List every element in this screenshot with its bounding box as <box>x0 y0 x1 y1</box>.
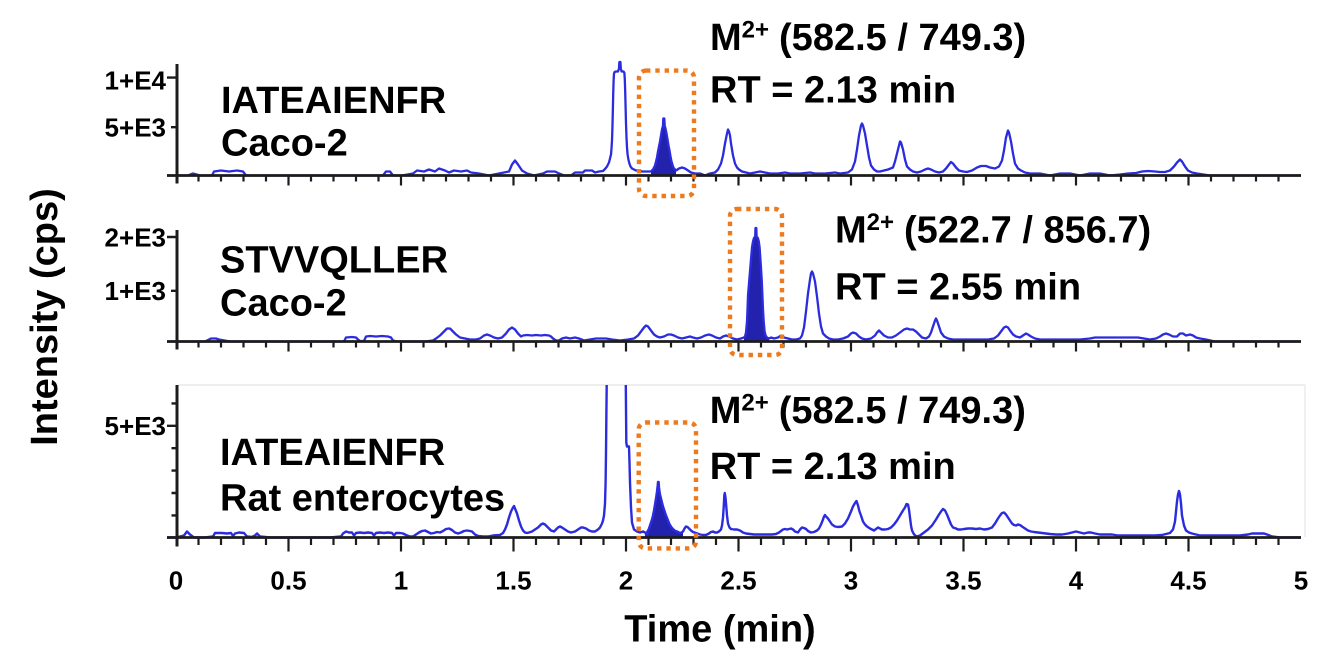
svg-text:5: 5 <box>1294 566 1308 596</box>
svg-text:0: 0 <box>169 566 183 596</box>
svg-text:RT = 2.13 min: RT = 2.13 min <box>710 446 956 488</box>
svg-text:RT = 2.55 min: RT = 2.55 min <box>835 267 1081 309</box>
svg-text:M2+(582.5 / 749.3): M2+ (582.5 / 749.3) <box>710 17 1026 60</box>
svg-text:1+E4: 1+E4 <box>105 65 167 95</box>
svg-text:2.5: 2.5 <box>720 566 756 596</box>
svg-text:5+E3: 5+E3 <box>105 411 166 441</box>
svg-text:IATEAIENFR: IATEAIENFR <box>221 80 446 122</box>
svg-text:M2+(522.7 / 856.7): M2+ (522.7 / 856.7) <box>835 209 1151 252</box>
svg-text:Rat enterocytes: Rat enterocytes <box>220 478 505 520</box>
svg-text:4: 4 <box>1069 566 1084 596</box>
svg-text:3: 3 <box>844 566 858 596</box>
svg-text:5+E3: 5+E3 <box>105 113 166 143</box>
svg-text:STVVQLLER: STVVQLLER <box>220 240 448 282</box>
svg-text:Caco-2: Caco-2 <box>221 123 348 165</box>
svg-text:RT = 2.13 min: RT = 2.13 min <box>710 70 956 112</box>
svg-text:1.5: 1.5 <box>495 566 531 596</box>
svg-text:Intensity (cps): Intensity (cps) <box>24 188 66 446</box>
svg-text:IATEAIENFR: IATEAIENFR <box>220 432 445 474</box>
svg-text:Caco-2: Caco-2 <box>220 283 347 325</box>
svg-text:1: 1 <box>394 566 408 596</box>
svg-text:Time (min): Time (min) <box>624 609 815 651</box>
svg-text:1+E3: 1+E3 <box>105 276 166 306</box>
svg-text:0.5: 0.5 <box>270 566 306 596</box>
svg-text:3.5: 3.5 <box>945 566 981 596</box>
svg-text:2: 2 <box>619 566 633 596</box>
svg-text:2+E3: 2+E3 <box>105 222 166 252</box>
svg-text:4.5: 4.5 <box>1170 566 1206 596</box>
